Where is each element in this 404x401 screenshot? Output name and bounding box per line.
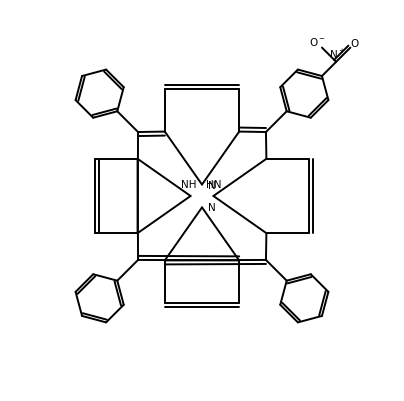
Text: N: N xyxy=(208,203,216,213)
Text: N: N xyxy=(208,180,216,190)
Text: N$^+$: N$^+$ xyxy=(329,48,346,61)
Text: O$^-$: O$^-$ xyxy=(309,36,326,48)
Text: O: O xyxy=(351,39,359,49)
Text: HN: HN xyxy=(206,179,221,189)
Text: NH: NH xyxy=(181,179,196,189)
